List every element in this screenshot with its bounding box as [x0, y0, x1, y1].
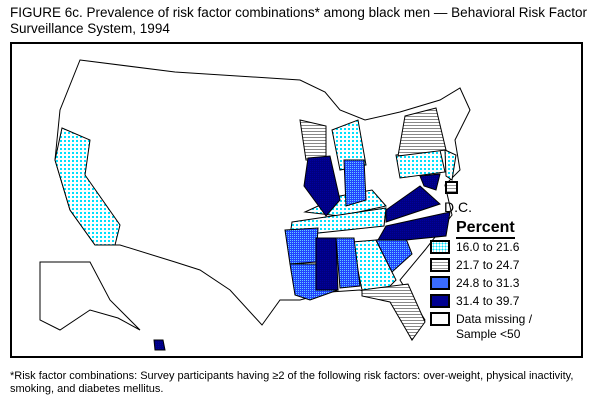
state-alaska [39, 261, 141, 331]
state-georgia [351, 239, 397, 291]
figure-title: FIGURE 6c. Prevalence of risk factor com… [10, 5, 587, 36]
legend-label: 21.7 to 24.7 [456, 258, 520, 272]
state-alabama [335, 237, 361, 289]
map-frame [10, 42, 583, 358]
state-new-york [397, 107, 447, 157]
state-indiana [343, 159, 367, 207]
state-illinois [303, 155, 341, 217]
state-maryland [419, 173, 441, 191]
legend-item: 16.0 to 21.6 [430, 240, 519, 254]
legend-swatch [430, 312, 450, 326]
legend-title: Percent [456, 219, 515, 239]
legend-label: 16.0 to 21.6 [456, 240, 520, 254]
dc-marker [445, 181, 458, 194]
state-florida [361, 283, 426, 341]
legend-label: 24.8 to 31.3 [456, 276, 520, 290]
state-arkansas [284, 227, 319, 265]
state-michigan [331, 119, 367, 171]
legend-swatch [430, 294, 450, 308]
dc-label: D.C. [444, 199, 472, 215]
state-virginia [385, 185, 441, 223]
legend-item: 21.7 to 24.7 [430, 258, 519, 272]
state-california [54, 127, 121, 246]
legend-label: 31.4 to 39.7 [456, 294, 520, 308]
state-new-jersey [444, 149, 457, 181]
legend-item: 24.8 to 31.3 [430, 276, 519, 290]
state-hawaii [153, 339, 166, 351]
legend-swatch [430, 276, 450, 290]
legend-swatch [430, 240, 450, 254]
state-north-carolina [377, 211, 451, 241]
legend-label: Data missing / Sample <50 [456, 312, 533, 341]
state-mississippi [315, 237, 339, 291]
footnote: *Risk factor combinations: Survey partic… [10, 370, 574, 395]
legend-item: Data missing / Sample <50 [430, 312, 550, 342]
legend-item: 31.4 to 39.7 [430, 294, 519, 308]
legend-swatch [430, 258, 450, 272]
